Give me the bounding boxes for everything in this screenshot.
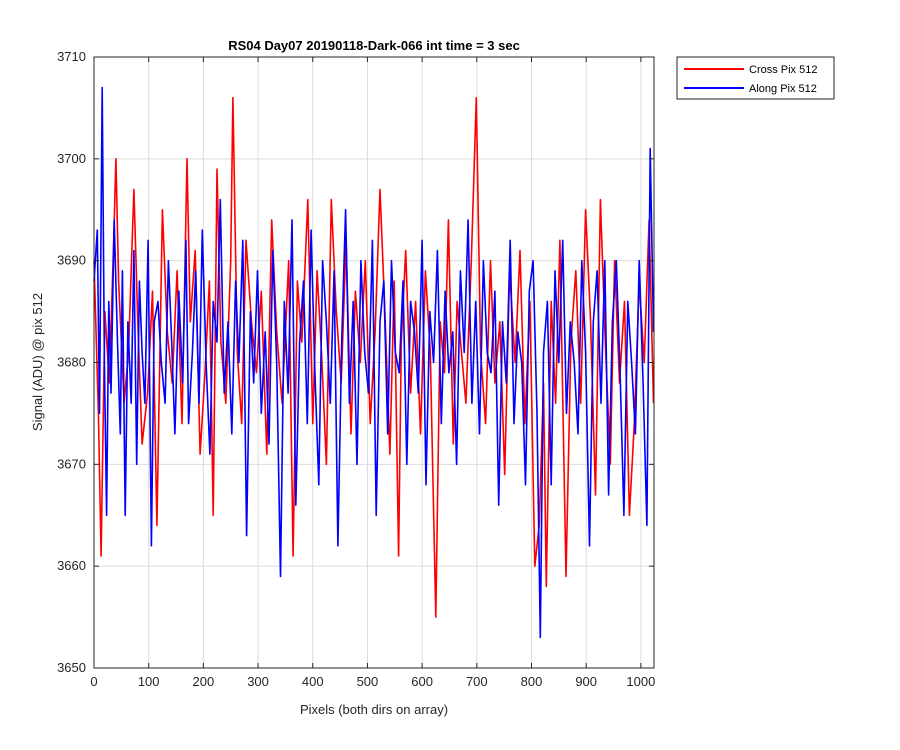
y-tick-label: 3660 <box>57 558 86 573</box>
legend-box <box>676 56 835 100</box>
legend-label-along: Along Pix 512 <box>749 83 817 95</box>
x-tick-label: 0 <box>90 674 97 689</box>
legend-label-cross: Cross Pix 512 <box>749 64 817 76</box>
x-tick-label: 800 <box>521 674 543 689</box>
x-tick-label: 1000 <box>626 674 655 689</box>
y-tick-label: 3650 <box>57 660 86 675</box>
y-tick-label: 3680 <box>57 355 86 370</box>
y-tick-label: 3710 <box>57 49 86 64</box>
x-axis-label: Pixels (both dirs on array) <box>300 702 448 717</box>
x-tick-label: 500 <box>357 674 379 689</box>
x-tick-label: 600 <box>411 674 433 689</box>
y-axis-label: Signal (ADU) @ pix 512 <box>30 293 45 431</box>
y-tick-label: 3690 <box>57 253 86 268</box>
axis-ticks: 0 100 200 300 400 500 600 700 800 900 1000 3650 3660… <box>57 49 655 689</box>
series-lines <box>93 86 655 639</box>
series-line-along-pix <box>93 86 655 639</box>
y-tick-label: 3670 <box>57 456 86 471</box>
x-tick-label: 900 <box>575 674 597 689</box>
x-tick-label: 100 <box>138 674 160 689</box>
legend: Cross Pix 512 Along Pix 512 <box>676 56 835 100</box>
x-tick-label: 200 <box>193 674 215 689</box>
y-tick-label: 3700 <box>57 151 86 166</box>
x-tick-label: 700 <box>466 674 488 689</box>
series-line-cross-pix <box>93 96 655 618</box>
chart-title: RS04 Day07 20190118-Dark-066 int time = … <box>228 38 520 53</box>
x-tick-label: 300 <box>247 674 269 689</box>
x-tick-label: 400 <box>302 674 324 689</box>
